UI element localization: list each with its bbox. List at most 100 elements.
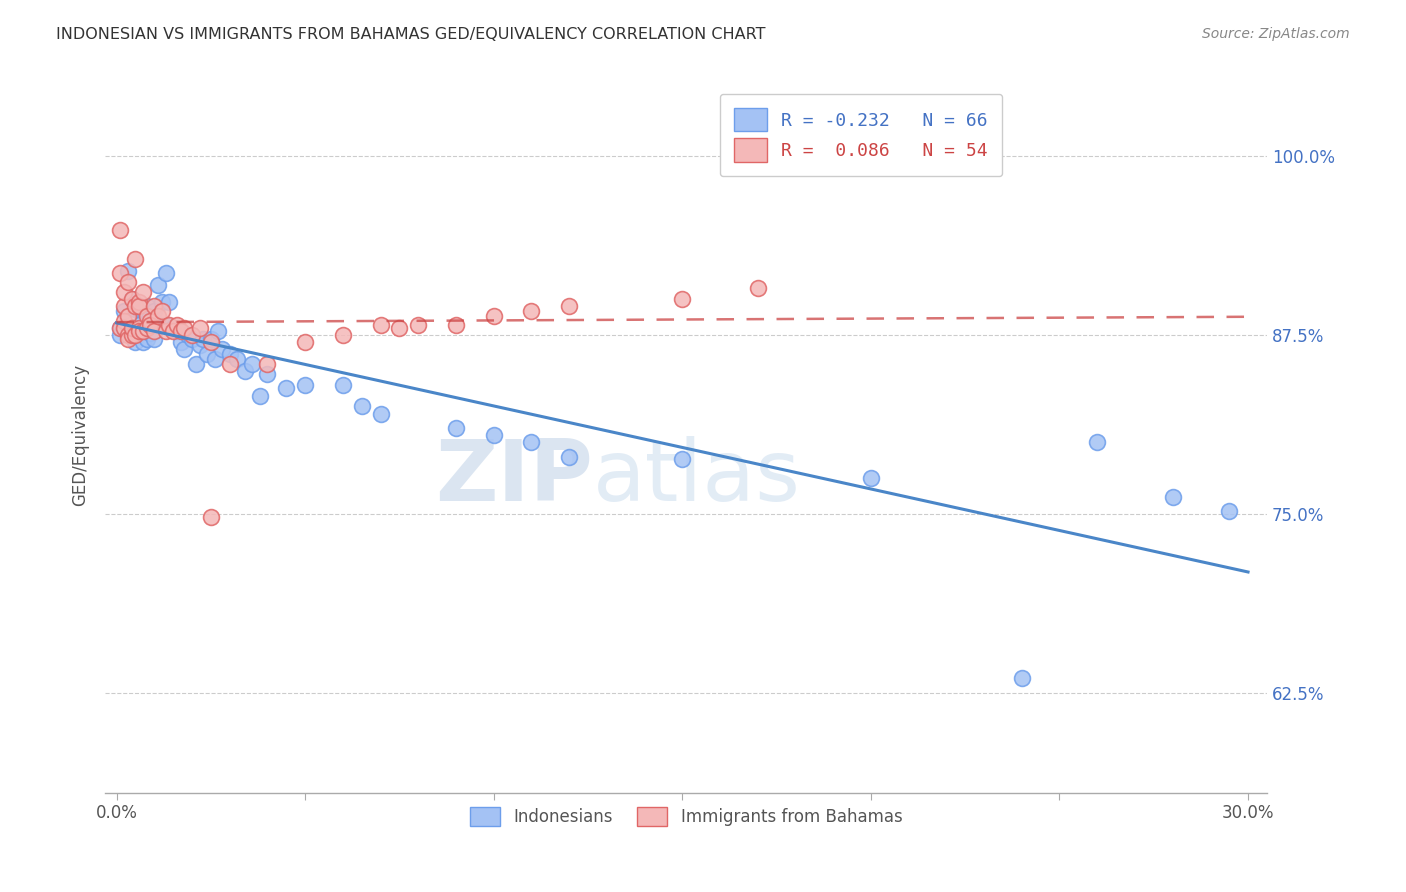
Point [132, 302, 155, 317]
Point [218, 357, 240, 371]
Point [188, 338, 211, 352]
Point [162, 320, 184, 334]
Point [1011, 671, 1033, 685]
Point [139, 326, 162, 341]
Point [143, 303, 166, 318]
Point [444, 421, 467, 435]
Point [132, 334, 155, 349]
Point [181, 327, 204, 342]
Point [169, 324, 191, 338]
Point [139, 313, 162, 327]
Point [249, 389, 271, 403]
Point [370, 318, 392, 332]
Point [166, 318, 188, 332]
Point [173, 320, 195, 334]
Point [124, 302, 146, 317]
Point [520, 303, 543, 318]
Point [162, 324, 184, 338]
Point [135, 320, 157, 334]
Point [226, 352, 249, 367]
Point [195, 346, 218, 360]
Point [128, 318, 150, 332]
Point [112, 320, 135, 334]
Point [181, 332, 204, 346]
Point [128, 295, 150, 310]
Point [124, 324, 146, 338]
Point [169, 334, 191, 349]
Point [128, 320, 150, 334]
Point [117, 310, 139, 324]
Point [146, 310, 169, 324]
Point [143, 324, 166, 338]
Point [155, 324, 177, 338]
Point [112, 313, 135, 327]
Point [121, 292, 143, 306]
Point [112, 285, 135, 299]
Point [294, 378, 316, 392]
Point [256, 357, 278, 371]
Point [139, 310, 162, 324]
Point [135, 324, 157, 338]
Point [143, 318, 166, 332]
Point [132, 324, 155, 338]
Point [135, 332, 157, 346]
Point [350, 400, 373, 414]
Point [124, 334, 146, 349]
Point [157, 318, 180, 332]
Point [132, 324, 155, 338]
Point [520, 435, 543, 450]
Point [110, 320, 132, 334]
Point [200, 334, 222, 349]
Point [121, 292, 143, 306]
Point [124, 299, 146, 313]
Point [150, 295, 173, 310]
Point [200, 332, 222, 346]
Text: atlas: atlas [593, 436, 801, 519]
Text: INDONESIAN VS IMMIGRANTS FROM BAHAMAS GED/EQUIVALENCY CORRELATION CHART: INDONESIAN VS IMMIGRANTS FROM BAHAMAS GE… [56, 27, 766, 42]
Point [859, 471, 882, 485]
Legend: Indonesians, Immigrants from Bahamas: Indonesians, Immigrants from Bahamas [461, 798, 911, 834]
Point [124, 327, 146, 342]
Point [204, 352, 226, 367]
Point [117, 275, 139, 289]
Point [276, 381, 298, 395]
Point [233, 364, 256, 378]
Point [112, 303, 135, 318]
Point [150, 318, 173, 332]
Point [193, 332, 215, 346]
Point [117, 327, 139, 342]
Point [166, 324, 188, 338]
Point [128, 324, 150, 338]
Point [117, 332, 139, 346]
Point [132, 285, 155, 299]
Point [1218, 504, 1240, 518]
Point [121, 320, 143, 334]
Point [211, 343, 233, 357]
Point [121, 327, 143, 342]
Point [671, 292, 693, 306]
Point [1085, 435, 1108, 450]
Point [157, 295, 180, 310]
Point [139, 318, 162, 332]
Point [155, 267, 177, 281]
Text: Source: ZipAtlas.com: Source: ZipAtlas.com [1202, 27, 1350, 41]
Point [150, 303, 173, 318]
Point [128, 302, 150, 317]
Point [188, 320, 211, 334]
Point [112, 320, 135, 334]
Y-axis label: GED/Equivalency: GED/Equivalency [72, 364, 89, 506]
Point [294, 334, 316, 349]
Point [143, 299, 166, 313]
Point [110, 327, 132, 342]
Point [240, 357, 263, 371]
Point [177, 327, 200, 342]
Point [110, 320, 132, 334]
Point [128, 299, 150, 313]
Point [121, 327, 143, 342]
Point [332, 378, 354, 392]
Point [146, 318, 169, 332]
Point [406, 318, 429, 332]
Point [112, 299, 135, 313]
Point [173, 343, 195, 357]
Point [332, 327, 354, 342]
